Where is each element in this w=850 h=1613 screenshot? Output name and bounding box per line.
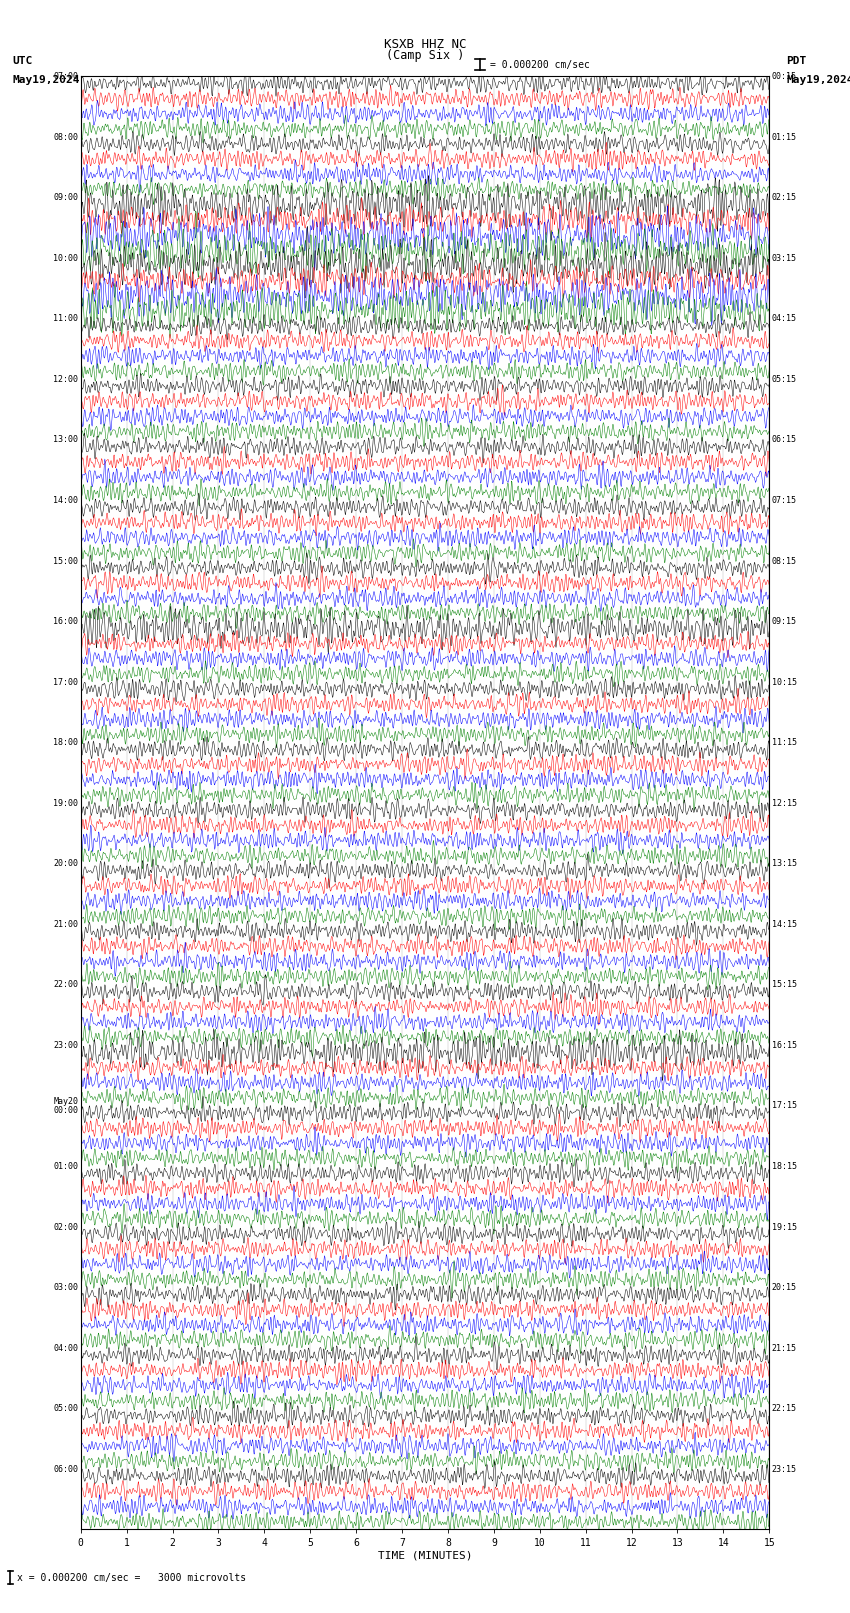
Text: 03:15: 03:15	[772, 253, 796, 263]
Text: 04:00: 04:00	[54, 1344, 78, 1353]
Text: 17:00: 17:00	[54, 677, 78, 687]
Text: 14:00: 14:00	[54, 495, 78, 505]
Text: 21:00: 21:00	[54, 919, 78, 929]
Text: 06:15: 06:15	[772, 436, 796, 445]
Text: 23:15: 23:15	[772, 1465, 796, 1474]
Text: 07:15: 07:15	[772, 495, 796, 505]
Text: 18:15: 18:15	[772, 1161, 796, 1171]
Text: 08:00: 08:00	[54, 132, 78, 142]
Text: 08:15: 08:15	[772, 556, 796, 566]
Text: 15:00: 15:00	[54, 556, 78, 566]
Text: 01:15: 01:15	[772, 132, 796, 142]
Text: (Camp Six ): (Camp Six )	[386, 48, 464, 63]
Text: 03:00: 03:00	[54, 1284, 78, 1292]
Text: 20:00: 20:00	[54, 860, 78, 868]
Text: 11:15: 11:15	[772, 739, 796, 747]
Text: 17:15: 17:15	[772, 1102, 796, 1110]
Text: May19,2024: May19,2024	[786, 76, 850, 85]
Text: 16:15: 16:15	[772, 1040, 796, 1050]
Text: 19:15: 19:15	[772, 1223, 796, 1232]
X-axis label: TIME (MINUTES): TIME (MINUTES)	[377, 1552, 473, 1561]
Text: UTC: UTC	[13, 56, 33, 66]
Text: 12:15: 12:15	[772, 798, 796, 808]
Text: 16:00: 16:00	[54, 618, 78, 626]
Text: 14:15: 14:15	[772, 919, 796, 929]
Text: 10:00: 10:00	[54, 253, 78, 263]
Text: x = 0.000200 cm/sec =   3000 microvolts: x = 0.000200 cm/sec = 3000 microvolts	[17, 1573, 246, 1582]
Text: 19:00: 19:00	[54, 798, 78, 808]
Text: 13:15: 13:15	[772, 860, 796, 868]
Text: = 0.000200 cm/sec: = 0.000200 cm/sec	[490, 60, 590, 69]
Text: 05:00: 05:00	[54, 1405, 78, 1413]
Text: 12:00: 12:00	[54, 374, 78, 384]
Text: 09:00: 09:00	[54, 194, 78, 202]
Text: 22:00: 22:00	[54, 981, 78, 989]
Text: 13:00: 13:00	[54, 436, 78, 445]
Text: 11:00: 11:00	[54, 315, 78, 323]
Text: 02:00: 02:00	[54, 1223, 78, 1232]
Text: KSXB HHZ NC: KSXB HHZ NC	[383, 37, 467, 50]
Text: May19,2024: May19,2024	[13, 76, 80, 85]
Text: May20
00:00: May20 00:00	[54, 1097, 78, 1115]
Text: 01:00: 01:00	[54, 1161, 78, 1171]
Text: 02:15: 02:15	[772, 194, 796, 202]
Text: 22:15: 22:15	[772, 1405, 796, 1413]
Text: 07:00: 07:00	[54, 73, 78, 81]
Text: 09:15: 09:15	[772, 618, 796, 626]
Text: 15:15: 15:15	[772, 981, 796, 989]
Text: 18:00: 18:00	[54, 739, 78, 747]
Text: 20:15: 20:15	[772, 1284, 796, 1292]
Text: PDT: PDT	[786, 56, 807, 66]
Text: 06:00: 06:00	[54, 1465, 78, 1474]
Text: 23:00: 23:00	[54, 1040, 78, 1050]
Text: 00:15: 00:15	[772, 73, 796, 81]
Text: 10:15: 10:15	[772, 677, 796, 687]
Text: 04:15: 04:15	[772, 315, 796, 323]
Text: 05:15: 05:15	[772, 374, 796, 384]
Text: 21:15: 21:15	[772, 1344, 796, 1353]
